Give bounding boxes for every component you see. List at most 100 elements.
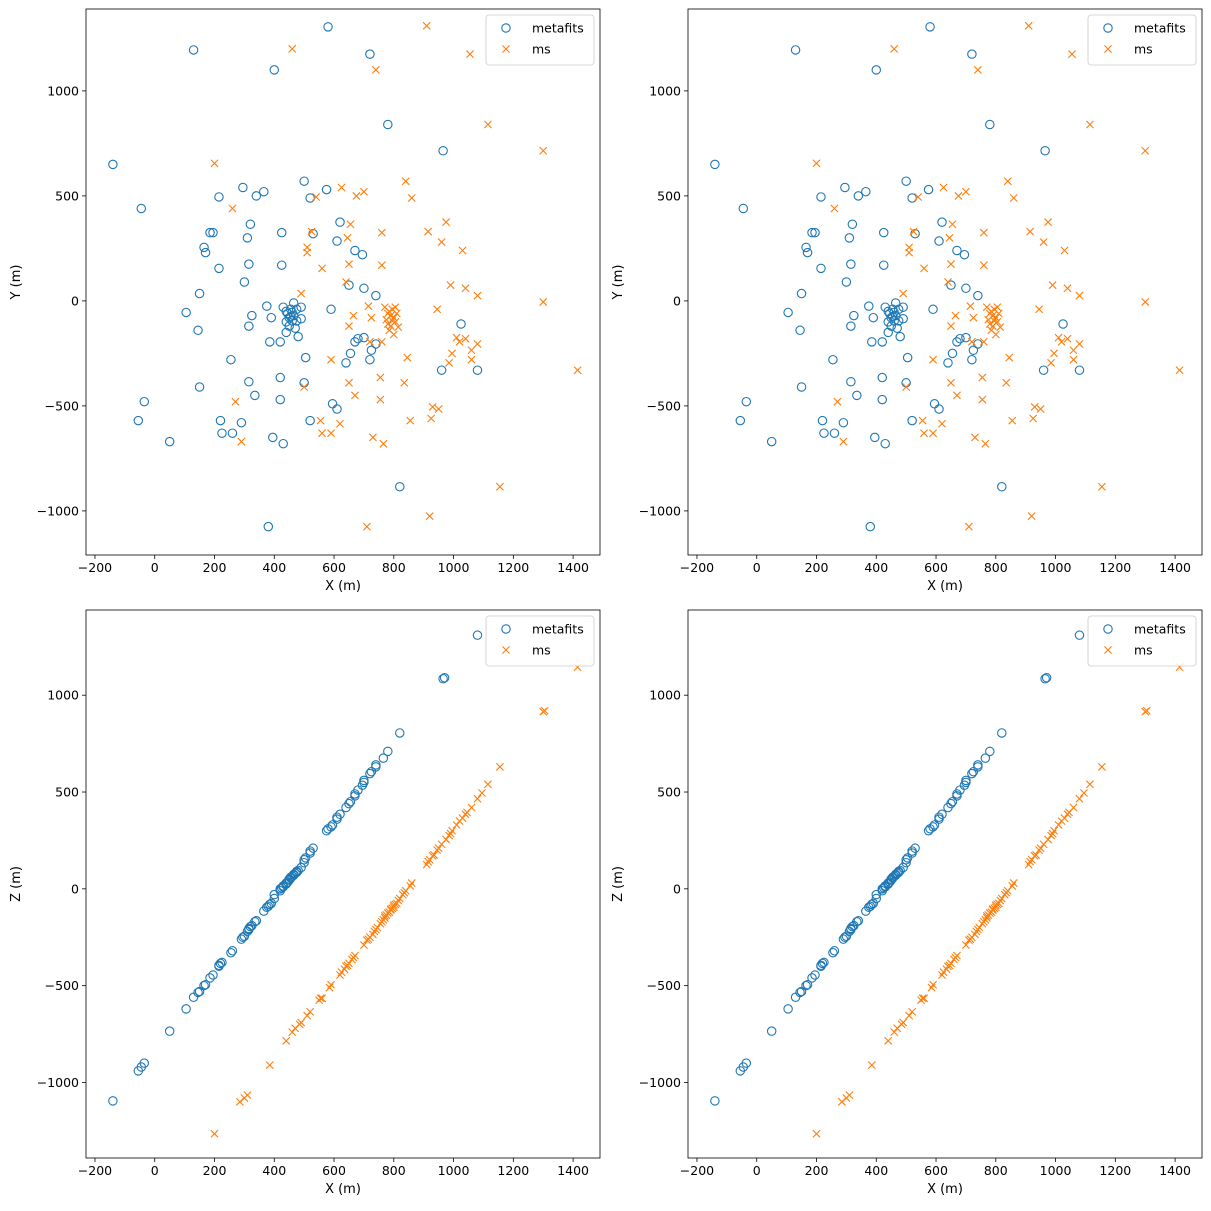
marker-metafits (371, 339, 381, 349)
marker-ms (430, 850, 439, 859)
marker-metafits (439, 673, 450, 683)
marker-metafits (293, 331, 303, 342)
marker-metafits (886, 321, 896, 331)
marker-ms (359, 941, 368, 949)
marker-metafits (819, 957, 829, 968)
marker-metafits (275, 394, 285, 405)
marker-metafits (867, 899, 877, 910)
marker-metafits (880, 438, 890, 449)
marker-ms (1047, 358, 1056, 367)
marker-ms (210, 1129, 219, 1138)
x-tick-label: 600 (924, 560, 948, 575)
marker-metafits (217, 957, 227, 968)
marker-ms (424, 227, 433, 236)
axes-frame (85, 609, 601, 1159)
legend-marker-metafits (501, 624, 511, 634)
marker-ms (1079, 789, 1088, 797)
marker-ms (461, 334, 470, 343)
marker-metafits (796, 986, 807, 997)
marker-ms (467, 803, 476, 812)
marker-metafits (291, 304, 302, 315)
marker-metafits (878, 227, 889, 238)
marker-metafits (943, 358, 953, 368)
marker-metafits (332, 814, 342, 824)
marker-metafits (871, 893, 882, 904)
marker-metafits (877, 337, 887, 347)
marker-ms (1175, 366, 1184, 375)
marker-ms (1142, 706, 1151, 715)
marker-ms (243, 1091, 252, 1100)
y-axis-label: Z (m) (9, 866, 24, 902)
marker-metafits (817, 415, 828, 426)
marker-metafits (266, 312, 277, 323)
x-tick-label: 1400 (557, 560, 589, 575)
marker-ms (938, 419, 947, 428)
marker-ms (318, 429, 327, 438)
marker-metafits (365, 354, 375, 365)
marker-metafits (321, 184, 332, 195)
marker-metafits (907, 848, 917, 858)
marker-ms (1048, 281, 1057, 290)
y-tick-label: 1000 (47, 688, 79, 703)
plot-area (108, 630, 582, 1138)
marker-ms (1054, 820, 1063, 829)
marker-ms (920, 429, 929, 438)
marker-ms (446, 281, 455, 290)
marker-metafits (890, 298, 901, 308)
marker-metafits (870, 432, 880, 443)
marker-metafits (188, 45, 199, 55)
y-tick-label: 1000 (47, 83, 79, 98)
marker-metafits (961, 283, 971, 294)
marker-ms (1063, 284, 1072, 293)
series-ms (812, 663, 1184, 1138)
marker-metafits (877, 372, 887, 383)
marker-metafits (438, 673, 448, 684)
marker-ms (303, 1011, 312, 1020)
marker-ms (946, 378, 955, 387)
marker-ms (434, 844, 443, 853)
legend-marker-ms (502, 646, 510, 654)
marker-metafits (871, 65, 882, 75)
marker-metafits (215, 415, 226, 426)
marker-metafits (164, 1026, 175, 1036)
marker-ms (336, 419, 345, 428)
marker-metafits (1074, 630, 1085, 640)
marker-metafits (893, 304, 904, 315)
series-metafits (710, 630, 1085, 1106)
marker-ms (979, 261, 988, 270)
marker-ms (981, 439, 990, 448)
legend-box (485, 615, 595, 667)
marker-metafits (892, 868, 902, 879)
marker-metafits (985, 746, 995, 757)
y-tick-label: 500 (657, 188, 681, 203)
marker-metafits (139, 396, 150, 407)
marker-ms (1050, 826, 1059, 835)
marker-metafits (901, 857, 911, 868)
marker-metafits (265, 899, 275, 910)
marker-metafits (901, 855, 911, 865)
marker-metafits (1058, 319, 1068, 329)
marker-metafits (299, 378, 309, 388)
marker-metafits (865, 901, 876, 912)
marker-metafits (371, 290, 381, 301)
x-tick-label: 1400 (557, 1163, 589, 1178)
marker-ms (368, 433, 377, 442)
marker-metafits (934, 814, 944, 824)
marker-ms (845, 1091, 854, 1100)
x-tick-label: 200 (805, 560, 829, 575)
marker-metafits (840, 932, 850, 943)
marker-ms (1030, 402, 1039, 411)
marker-ms (899, 1018, 908, 1027)
marker-ms (1036, 844, 1045, 853)
marker-metafits (296, 302, 306, 312)
marker-metafits (395, 728, 405, 738)
marker-metafits (895, 865, 905, 876)
marker-metafits (846, 259, 856, 269)
marker-ms (467, 346, 476, 355)
marker-metafits (472, 365, 483, 375)
marker-metafits (259, 186, 269, 197)
marker-metafits (952, 245, 962, 256)
x-tick-label: 200 (203, 560, 227, 575)
marker-ms (391, 317, 400, 326)
marker-metafits (829, 946, 840, 956)
